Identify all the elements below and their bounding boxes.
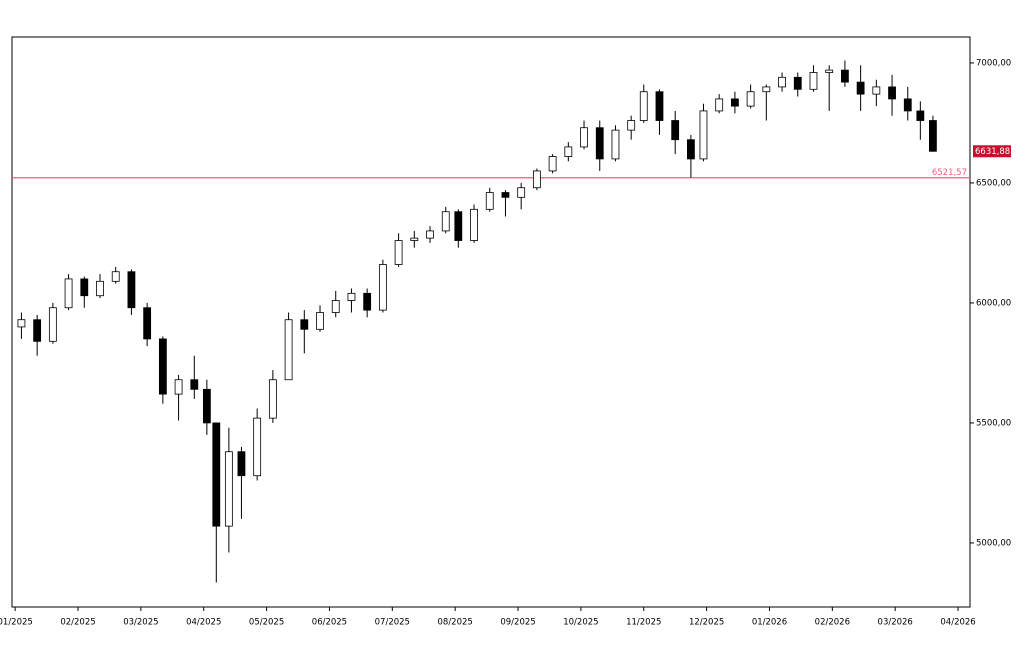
candle-body <box>64 278 73 309</box>
candle-body <box>96 280 104 297</box>
candle-body <box>284 319 293 381</box>
candle-body <box>426 230 434 239</box>
candle-body <box>158 338 167 395</box>
candle-body <box>548 156 557 172</box>
candle-body <box>793 76 802 90</box>
candle-body <box>212 422 221 527</box>
candle-body <box>33 319 42 342</box>
x-tick-label: 11/2025 <box>626 618 661 628</box>
candle-body <box>331 300 340 313</box>
candle-body <box>202 388 211 424</box>
x-tick-label: 03/2026 <box>878 618 913 628</box>
candle-body <box>903 98 912 112</box>
candle-body <box>347 292 356 301</box>
candle-body <box>48 307 57 342</box>
x-tick-label: 04/2025 <box>186 618 221 628</box>
candle-body <box>316 312 324 330</box>
x-tick-label: 07/2025 <box>375 618 410 628</box>
x-tick-label: 10/2025 <box>563 618 598 628</box>
candle-body <box>929 120 937 152</box>
x-tick-label: 09/2025 <box>500 618 535 628</box>
candle-body <box>872 86 881 95</box>
candle-body <box>300 319 309 330</box>
candle-body <box>627 120 636 131</box>
x-tick-label: 02/2026 <box>815 618 850 628</box>
x-tick-label: 01/2026 <box>752 618 787 628</box>
candle-body <box>410 237 419 241</box>
candle-body <box>715 98 724 112</box>
candle-body <box>485 192 494 210</box>
y-tick-label: 5500,00 <box>976 418 1011 428</box>
candle-body <box>564 146 573 157</box>
candle-body <box>517 187 526 198</box>
y-tick-label: 7000,00 <box>976 58 1011 68</box>
candle-body <box>470 208 478 241</box>
candle-body <box>888 86 896 100</box>
candle-body <box>143 307 152 340</box>
candle-body <box>237 451 246 477</box>
candle-body <box>174 379 183 395</box>
candle-body <box>532 170 541 189</box>
candle-body <box>441 211 450 232</box>
x-tick-label: 02/2025 <box>60 618 95 628</box>
candle-body <box>778 76 786 88</box>
candle-body <box>127 271 136 309</box>
candle-body <box>80 278 89 297</box>
x-tick-label: 06/2025 <box>312 618 347 628</box>
candle-body <box>671 120 680 141</box>
candle-body <box>190 379 199 390</box>
candle-body <box>916 110 925 121</box>
candle-body <box>762 86 771 93</box>
candle-body <box>111 271 120 282</box>
x-tick-label: 05/2025 <box>249 618 284 628</box>
candle-body <box>611 129 620 160</box>
plot-frame <box>11 36 971 608</box>
last-price-label: 6631,88 <box>975 147 1010 157</box>
candle-body <box>639 91 648 121</box>
y-tick-label: 5000,00 <box>976 538 1011 548</box>
candle-body <box>17 319 26 328</box>
candle-body <box>253 417 262 477</box>
candle-body <box>378 264 387 311</box>
candle-body <box>501 192 510 198</box>
y-tick-label: 6000,00 <box>976 298 1011 308</box>
x-tick-label: 01/2025 <box>0 618 33 628</box>
x-tick-label: 12/2025 <box>689 618 724 628</box>
candle-body <box>363 292 372 311</box>
candle-body <box>699 110 708 160</box>
candle-body <box>731 98 739 107</box>
y-tick-label: 6500,00 <box>976 178 1011 188</box>
x-tick-label: 08/2025 <box>438 618 473 628</box>
x-tick-label: 03/2025 <box>123 618 158 628</box>
x-tick-label: 04/2026 <box>940 618 975 628</box>
candle-body <box>224 451 233 527</box>
candle-body <box>746 91 755 107</box>
last-price-box <box>973 145 1011 158</box>
candle-body <box>686 139 695 160</box>
candle-body <box>825 69 834 73</box>
candle-body <box>454 211 463 241</box>
candle-body <box>595 127 604 160</box>
support-label: 6521,57 <box>932 168 967 178</box>
candle-body <box>394 240 403 265</box>
candle-body <box>809 72 818 90</box>
candle-body <box>655 91 664 121</box>
candle-body <box>580 127 588 148</box>
candle-body <box>268 379 277 419</box>
candle-body <box>841 69 849 83</box>
candle-body <box>856 81 865 95</box>
